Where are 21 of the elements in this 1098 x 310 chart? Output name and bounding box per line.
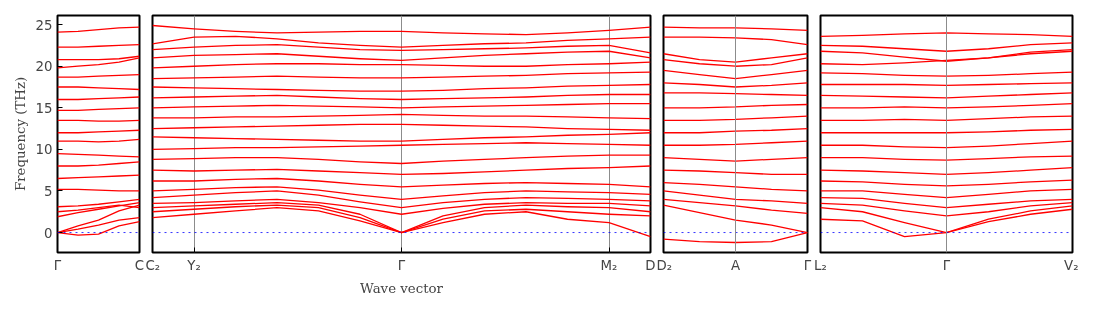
x-tick-label: A [730,257,741,273]
x-tick-label: C₂ [145,257,161,273]
y-tick-label: 5 [44,183,53,199]
x-tick-label: D [645,257,656,273]
x-tick-label: Γ [942,257,951,273]
x-tick-label: Γ [53,257,62,273]
x-tick-label: Γ [397,257,406,273]
y-tick-label: 20 [35,59,53,75]
y-tick-label: 10 [35,142,53,158]
x-tick-label: L₂ [814,257,827,273]
y-tick-label: 25 [35,17,53,33]
x-tick-label: V₂ [1064,257,1079,273]
x-tick-label: Y₂ [186,257,201,273]
x-tick-label: D₂ [656,257,673,273]
y-tick-label: 0 [44,225,53,241]
x-axis-title: Wave vector [360,280,444,296]
x-tick-label: C [134,257,145,273]
x-tick-label: M₂ [600,257,618,273]
y-axis-title: Frequency (THz) [12,76,28,192]
x-tick-label: Γ [803,257,812,273]
y-tick-label: 15 [35,100,53,116]
